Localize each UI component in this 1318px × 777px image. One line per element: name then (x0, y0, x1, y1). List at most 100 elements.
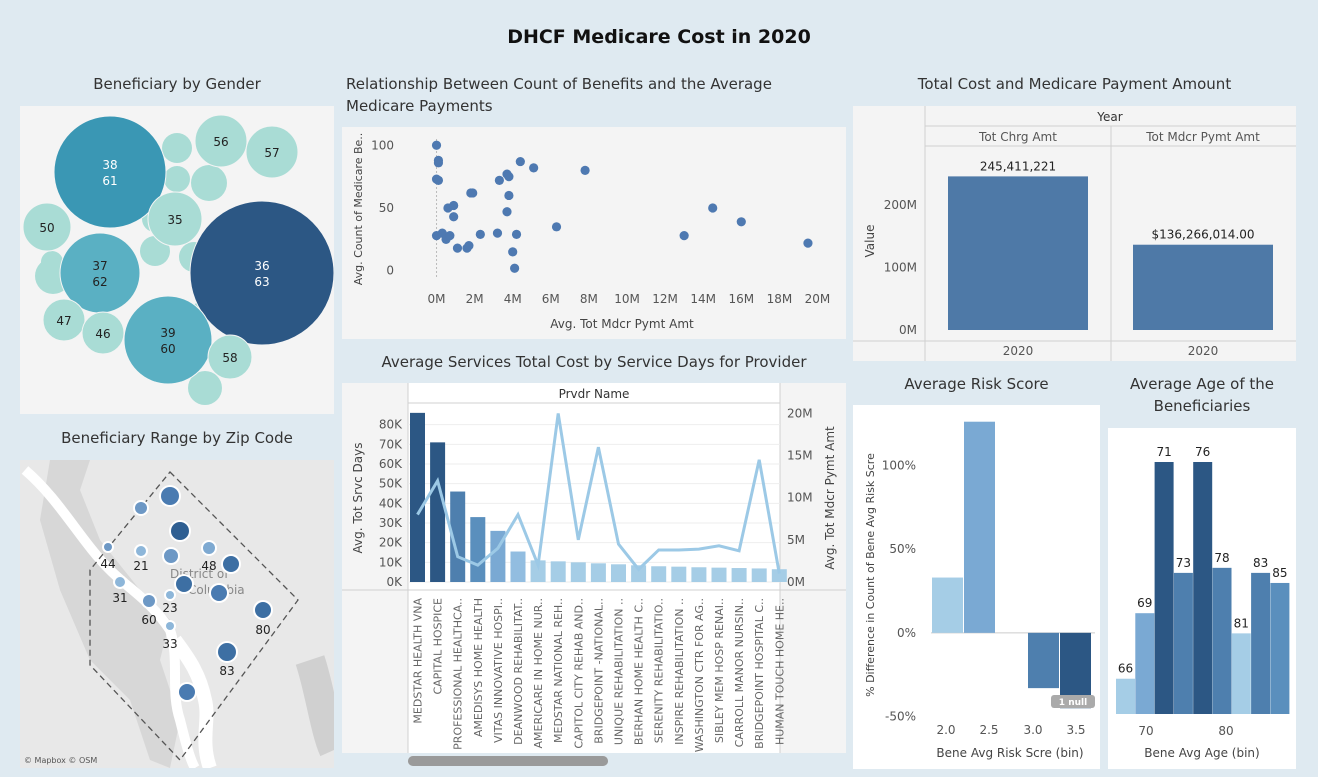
age-bar-label: 78 (1214, 551, 1229, 565)
scatter-point (464, 241, 474, 251)
services-y-left-tick: 80K (379, 418, 403, 432)
scatter-point (529, 163, 539, 173)
services-y-left-tick: 20K (379, 536, 403, 550)
zip-bubble (136, 546, 146, 556)
totals-bar-chart: Year Tot Chrg Amt Tot Mdcr Pymt Amt 0M 100M 2… (853, 106, 1296, 361)
scatter-point (431, 140, 442, 150)
gender-bubble (42, 298, 86, 342)
scatter-title-line2: Medicare Payments (346, 97, 493, 115)
services-y-left-tick: 60K (379, 457, 403, 471)
totals-chart-panel: Year Tot Chrg Amt Tot Mdcr Pymt Amt 0M 100M 2… (853, 106, 1296, 361)
zip-bubble-label: 60 (141, 613, 156, 627)
services-bar (731, 568, 747, 582)
gender-bubble-label: 62 (92, 275, 107, 289)
services-y-right-tick: 10M (787, 491, 813, 505)
horizontal-scrollbar[interactable] (408, 756, 608, 766)
services-bar (631, 565, 647, 582)
totals-y-axis-label: Value (863, 225, 877, 258)
scatter-point (468, 188, 478, 198)
services-bar (590, 563, 606, 582)
services-bar (671, 566, 687, 582)
services-y-left-tick: 70K (379, 437, 403, 451)
risk-bar (1028, 632, 1059, 689)
age-bar-label: 73 (1176, 556, 1191, 570)
totals-y-tick: 100M (884, 260, 917, 274)
scatter-x-tick: 12M (652, 292, 678, 306)
zip-bubble (115, 577, 125, 587)
services-x-tick: INSPIRE REHABILITATION .. (673, 598, 686, 745)
zip-bubble (171, 522, 189, 540)
scrollbar-thumb[interactable] (408, 756, 608, 766)
gender-bubble-label: 57 (264, 146, 279, 160)
age-bar-label: 81 (1234, 616, 1249, 630)
scatter-title-line1: Relationship Between Count of Benefits a… (346, 75, 772, 93)
risk-chart-panel: -50% 0% 50% 100% % Difference in Count of Be… (853, 405, 1100, 769)
scatter-point (492, 228, 503, 238)
zip-bubble (166, 622, 174, 630)
scatter-y-tick: 100 (371, 138, 394, 152)
services-y-left-tick: 50K (379, 477, 403, 491)
services-x-tick: DEANWOOD REHABILITAT.. (512, 598, 525, 745)
gender-bubble-label: 58 (222, 351, 237, 365)
scatter-point (511, 229, 522, 239)
scatter-x-axis-label: Avg. Tot Mdcr Pymt Amt (550, 317, 694, 331)
scatter-point (449, 200, 459, 211)
totals-column-header: Tot Chrg Amt (978, 130, 1057, 144)
age-bar-label: 83 (1253, 556, 1268, 570)
age-title-line1: Average Age of the (1130, 375, 1274, 393)
scatter-point (445, 231, 455, 241)
scatter-y-tick: 0 (386, 264, 394, 278)
district-boundary (89, 471, 299, 762)
river (169, 635, 217, 771)
scatter-x-tick: 0M (428, 292, 446, 306)
gender-bubble (189, 200, 335, 346)
totals-bar (948, 176, 1088, 330)
scatter-point (508, 247, 518, 257)
risk-x-tick: 3.0 (1023, 723, 1042, 737)
gender-bubble (22, 202, 72, 252)
zip-bubble (223, 556, 239, 572)
risk-y-tick: 100% (882, 458, 916, 472)
scatter-x-tick: 4M (504, 292, 522, 306)
scatter-x-tick: 18M (767, 292, 793, 306)
gender-bubble-label: 38 (102, 158, 117, 172)
services-x-tick: SERENITY REHABILITATIO.. (653, 598, 666, 743)
age-bar (1135, 613, 1155, 714)
scatter-point (708, 203, 718, 213)
totals-bar-label: $136,266,014.00 (1151, 228, 1254, 242)
services-x-tick: PROFESSIONAL HEALTHCA.. (452, 598, 465, 750)
zip-bubble-label: 33 (162, 637, 177, 651)
services-x-tick: WASHINGTON CTR FOR AG.. (693, 598, 706, 752)
services-bar-line-chart: Prvdr Name 0K 10K 20K 30K 40K 50K 60K 70K 80K 0M 5M… (342, 383, 846, 753)
totals-bar-label: 245,411,221 (980, 159, 1056, 173)
map-landmass (40, 460, 180, 768)
risk-bar (932, 577, 963, 633)
gender-bubble-label: 35 (167, 213, 182, 227)
totals-x-tick: 2020 (1003, 344, 1034, 358)
totals-header: Year (1096, 110, 1122, 124)
services-x-tick: MEDSTAR HEALTH VNA (412, 598, 425, 724)
scatter-chart-panel: 0 50 100 0M 2M 4M 6M 8M 10M 12M 14M 16M 18M 20M Avg. T… (342, 127, 846, 339)
services-bar (510, 551, 526, 582)
gender-bubble (147, 191, 203, 247)
age-bar-label: 69 (1137, 596, 1152, 610)
gender-bubble-filler (162, 133, 192, 163)
gender-bubble (245, 125, 299, 179)
services-chart-panel: Prvdr Name 0K 10K 20K 30K 40K 50K 60K 70K 80K 0M 5M… (342, 383, 846, 753)
gender-bubble (207, 334, 253, 380)
gender-bubble (123, 295, 213, 385)
zip-bubble (135, 502, 147, 514)
gender-bubble-filler (191, 165, 227, 201)
gender-bubble-label: 63 (254, 275, 269, 289)
scatter-x-tick: 10M (614, 292, 640, 306)
zip-bubble-label: 83 (219, 664, 234, 678)
scatter-point (452, 243, 463, 253)
services-bar (771, 569, 787, 582)
services-y-left-tick: 40K (379, 496, 403, 510)
scatter-point (475, 229, 485, 239)
gender-bubble-label: 61 (102, 174, 117, 188)
services-y-right-tick: 5M (787, 533, 805, 547)
scatter-point (494, 175, 504, 185)
scatter-x-tick: 14M (690, 292, 716, 306)
scatter-y-axis-label: Avg. Count of Medicare Be.. (352, 133, 365, 286)
